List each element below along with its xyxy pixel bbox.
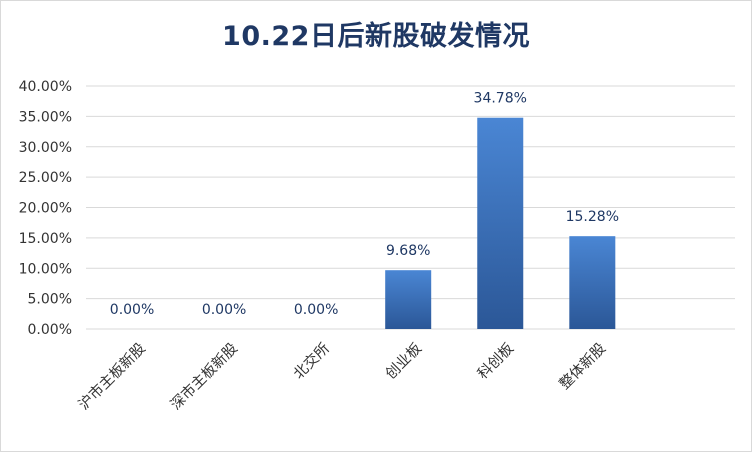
data-label: 0.00%: [202, 302, 246, 318]
bar: [569, 236, 616, 329]
category-label: 科创板: [474, 339, 518, 383]
category-label: 北交所: [289, 339, 332, 382]
data-labels: 0.00% 0.00% 0.00% 9.68% 34.78% 15.28%: [110, 91, 619, 318]
x-axis-categories: 沪市主板新股 深市主板新股 北交所 创业板 科创板 整体新股: [75, 339, 610, 414]
y-tick-label: 0.00%: [28, 322, 72, 338]
category-label: 创业板: [382, 339, 426, 383]
category-label: 深市主板新股: [167, 339, 241, 413]
y-tick-label: 10.00%: [19, 261, 72, 277]
y-axis-ticks: 0.00% 5.00% 10.00% 15.00% 20.00% 25.00% 30.00%…: [19, 79, 72, 338]
y-tick-label: 5.00%: [28, 292, 72, 308]
data-label: 9.68%: [386, 243, 430, 259]
y-tick-label: 35.00%: [19, 109, 72, 125]
chart-title: 10.22日后新股破发情况: [222, 21, 530, 52]
y-tick-label: 15.00%: [19, 231, 72, 247]
y-tick-label: 25.00%: [19, 170, 72, 186]
data-label: 0.00%: [110, 302, 154, 318]
bar: [477, 117, 524, 329]
data-label: 34.78%: [474, 91, 527, 107]
y-tick-label: 40.00%: [19, 79, 72, 95]
category-label: 整体新股: [556, 340, 609, 393]
gridlines: [86, 85, 735, 330]
bars: [385, 117, 616, 329]
bar: [385, 270, 432, 329]
data-label: 0.00%: [294, 302, 338, 318]
y-tick-label: 20.00%: [19, 201, 72, 217]
data-label: 15.28%: [566, 209, 619, 225]
category-label: 沪市主板新股: [75, 339, 149, 413]
y-tick-label: 30.00%: [19, 140, 72, 156]
